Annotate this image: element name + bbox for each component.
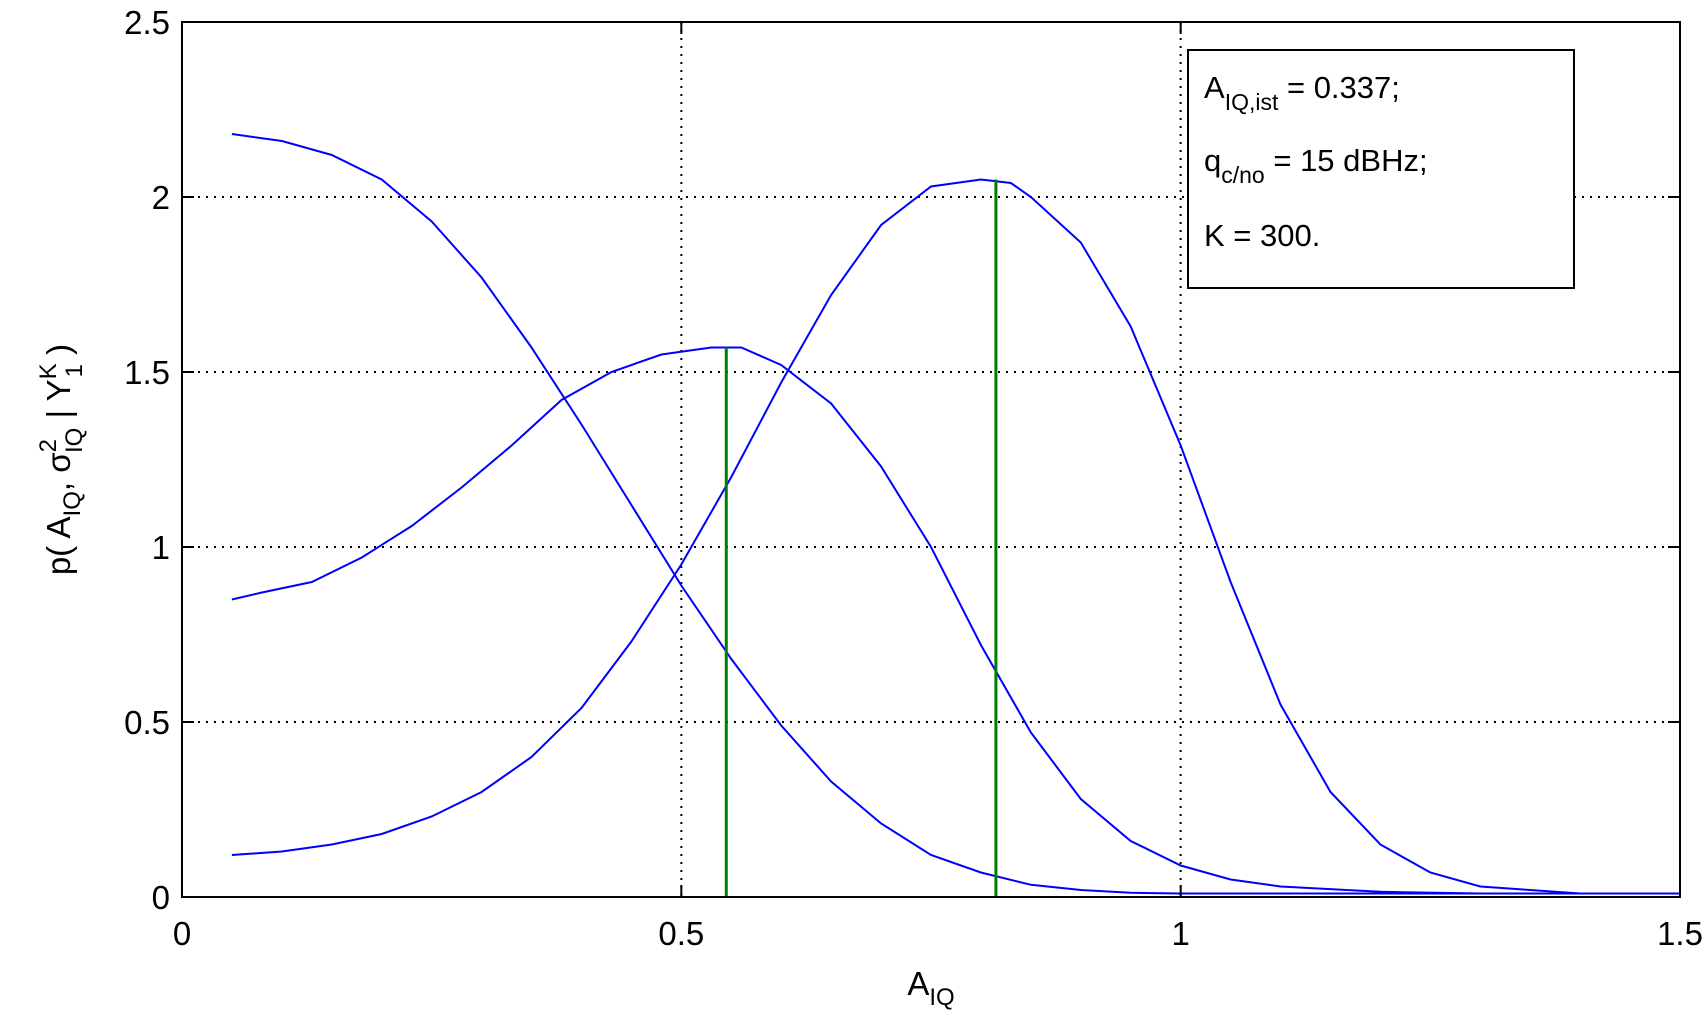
annotation-line-1: AIQ,ist = 0.337;: [1204, 70, 1400, 115]
y-tick-label: 0: [152, 879, 170, 916]
y-tick-label: 2: [152, 179, 170, 216]
series-line-2: [231, 346, 1680, 895]
x-tick-label: 1.5: [1657, 915, 1703, 952]
annotation-box: AIQ,ist = 0.337; qc/no = 15 dBHz; K = 30…: [1187, 49, 1575, 289]
y-label-sup2: 2: [35, 439, 62, 452]
annotation-line-3: K = 300.: [1204, 218, 1320, 253]
tick-labels-layer: 0 0.5 1 1.5 0 0.5 1 1.5 2 2.5: [124, 4, 1703, 952]
series-line-3: [231, 178, 1680, 895]
y-label-supK: K: [35, 363, 62, 379]
x-tick-label: 0: [173, 915, 191, 952]
annotation-1-base: A: [1204, 70, 1225, 105]
annotation-2-base: q: [1204, 143, 1221, 178]
x-axis-label-sub: IQ: [929, 984, 954, 1011]
curve-layer: [231, 133, 1680, 895]
annotation-box-frame: [1187, 49, 1575, 289]
annotation-1-sub: IQ,ist: [1225, 89, 1279, 115]
y-label-p: p( A: [40, 516, 77, 575]
y-tick-label: 2.5: [124, 4, 170, 41]
marker-layer: [724, 179, 998, 897]
annotation-2-sub: c/no: [1221, 162, 1264, 188]
y-label-bar-y: | Y: [40, 379, 77, 427]
x-axis-label-main: A: [907, 965, 929, 1002]
y-label-sub2: IQ: [61, 428, 88, 453]
grid-lines: [182, 22, 1680, 897]
plot-frame: [181, 21, 1681, 898]
annotation-2-rest: = 15 dBHz;: [1265, 143, 1428, 178]
y-tick-label: 1.5: [124, 354, 170, 391]
x-tick-label: 0.5: [658, 915, 704, 952]
y-label-comma-sigma: , σ: [40, 452, 77, 491]
y-tick-label: 1: [152, 529, 170, 566]
ticks-layer: [181, 21, 1681, 898]
y-label-sub1: IQ: [59, 491, 86, 516]
annotation-line-2: qc/no = 15 dBHz;: [1204, 143, 1428, 188]
x-tick-label: 1: [1171, 915, 1189, 952]
y-tick-label: 0.5: [124, 704, 170, 741]
annotation-1-rest: = 0.337;: [1278, 70, 1400, 105]
y-label-sub3: 1: [61, 364, 88, 377]
annotation-3-base: K = 300.: [1204, 218, 1320, 253]
x-axis-label: AIQ: [907, 965, 954, 1011]
y-label-close: ): [40, 344, 77, 364]
series-line-1: [231, 133, 1680, 895]
y-axis-label: p( AIQ, σ2IQ | YK1 ): [35, 344, 88, 575]
